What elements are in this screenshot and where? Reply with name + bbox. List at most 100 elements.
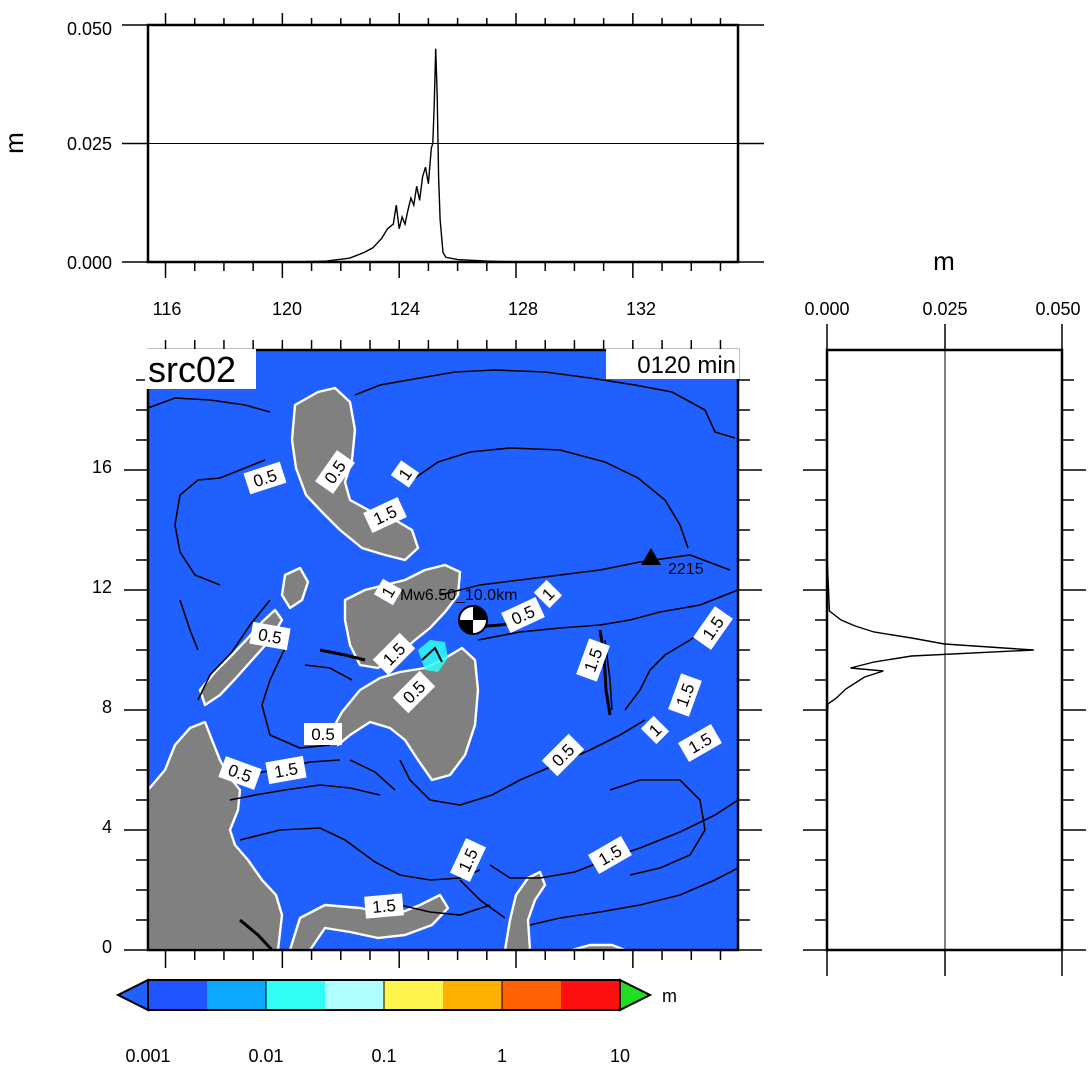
contour-label-box	[450, 838, 486, 882]
source-rupture-outline	[421, 646, 443, 663]
contour-label-box	[576, 638, 610, 682]
contour-line	[477, 589, 738, 641]
contour-label: 0.5	[249, 621, 291, 651]
contour-line	[261, 647, 331, 749]
colorbar-tick-label: 0.001	[125, 1046, 170, 1066]
contour-label-box	[693, 606, 733, 650]
contour-line	[459, 879, 506, 919]
source-label: Mw6.50_10.0km	[400, 587, 517, 604]
top-ytick-label: 0.000	[67, 253, 112, 273]
contour-label-box	[315, 450, 355, 494]
source-rupture-zone	[418, 640, 448, 672]
contour-label-box	[678, 723, 722, 763]
right-xtick-label: 0.025	[922, 299, 967, 319]
contour-line	[179, 599, 199, 651]
colorbar-under-arrow	[115, 978, 149, 1012]
contour-line	[609, 779, 706, 876]
colorbar-segment	[207, 980, 267, 1010]
sulawesi-landmass	[288, 893, 450, 950]
contour-line	[529, 867, 738, 926]
top-ytick-label: 0.025	[67, 134, 112, 154]
colorbar-tick-label: 1	[497, 1046, 507, 1066]
contour-label-box	[218, 756, 262, 790]
contour-label-box	[533, 579, 563, 609]
top-xtick-label: 132	[626, 299, 656, 319]
luzon-landmass	[290, 386, 420, 562]
contour-label-box	[243, 461, 287, 495]
top-xtick-label: 124	[390, 299, 420, 319]
colorbar-segment	[325, 980, 385, 1010]
trench-line	[319, 648, 366, 662]
contour-line	[148, 397, 271, 413]
sulawesi-north-arm	[503, 870, 547, 950]
contour-label-text: 1.5	[273, 759, 300, 782]
lat-tick-label: 8	[102, 697, 112, 717]
map-panel: Mw6.50_10.0km 2215 0.5 0.5 11.510.511.51.5…	[92, 340, 762, 968]
beachball-quadrant	[459, 620, 473, 634]
map-title: src02	[148, 349, 236, 390]
contour-label: 0.5	[218, 756, 262, 790]
top-ytick-label: 0.050	[67, 19, 112, 39]
lat-tick-label: 0	[102, 937, 112, 957]
colorbar-segment	[561, 980, 621, 1010]
focal-mechanism-icon	[458, 605, 488, 635]
contour-label-box	[372, 632, 416, 676]
trench-line	[598, 629, 612, 716]
contour-label-box	[541, 733, 585, 777]
colorbar-segments	[148, 980, 621, 1010]
contour-label-box	[265, 755, 307, 785]
map-content: Mw6.50_10.0km 2215 0.5 0.5 11.510.511.51.5…	[148, 369, 738, 950]
map-ticks	[124, 340, 762, 968]
contour-label-box	[640, 715, 670, 745]
contour-label-text: 1.5	[371, 896, 396, 917]
right-profile-panel: m 0.000 0.025 0.050	[803, 246, 1086, 976]
colorbar-segment	[148, 980, 208, 1010]
contour-line	[304, 664, 353, 681]
contour-label-box	[501, 597, 545, 633]
colorbar-over-arrow	[619, 978, 653, 1012]
contour-label: 1.5	[265, 755, 307, 785]
colorbar: m 0.001 0.01 0.1 1 10	[115, 978, 677, 1066]
contour-label: 0.5	[304, 723, 342, 745]
time-label: 0120 min	[637, 352, 736, 379]
right-profile-xlabel: m	[933, 246, 955, 276]
top-profile-curve	[148, 48, 738, 263]
contour-line	[414, 447, 689, 549]
contour-label-box	[249, 621, 291, 651]
colorbar-segment	[502, 980, 562, 1010]
contour-label: 1.5	[668, 673, 702, 717]
contour-line	[197, 599, 271, 701]
colorbar-segment	[384, 980, 444, 1010]
colorbar-unit: m	[662, 986, 677, 1006]
contour-lines	[148, 369, 738, 926]
contour-line	[239, 827, 481, 881]
contour-line	[354, 369, 736, 439]
station-label: 2215	[668, 561, 704, 578]
beachball-quadrant	[473, 606, 487, 620]
right-profile-curve	[826, 350, 1034, 950]
contour-label-box	[373, 578, 403, 606]
contour-label-text: 0.5	[311, 725, 335, 744]
contour-label: 1	[390, 460, 420, 488]
right-xtick-label: 0.000	[804, 299, 849, 319]
contour-label-box	[304, 723, 342, 745]
contour-line	[174, 459, 266, 586]
trench-line	[239, 918, 274, 950]
source-region	[418, 640, 448, 672]
contour-label: 1	[373, 578, 403, 606]
lat-tick-label: 16	[92, 457, 112, 477]
contour-line	[439, 554, 731, 596]
contour-label: 1	[640, 715, 670, 745]
contour-line	[229, 784, 381, 801]
contour-labels: 0.5 0.5 11.510.511.51.51.51.50.51.51.50.51…	[218, 450, 733, 919]
top-profile-ticks	[122, 13, 764, 278]
contour-line	[349, 759, 396, 791]
right-xtick-label: 0.050	[1035, 299, 1080, 319]
map-title-box	[145, 349, 256, 389]
colorbar-segment	[443, 980, 503, 1010]
borneo-landmass	[148, 720, 284, 950]
top-xtick-label: 128	[508, 299, 538, 319]
contour-label-box	[392, 670, 436, 714]
top-xtick-label: 116	[153, 299, 182, 319]
station-triangle-icon	[641, 548, 661, 565]
